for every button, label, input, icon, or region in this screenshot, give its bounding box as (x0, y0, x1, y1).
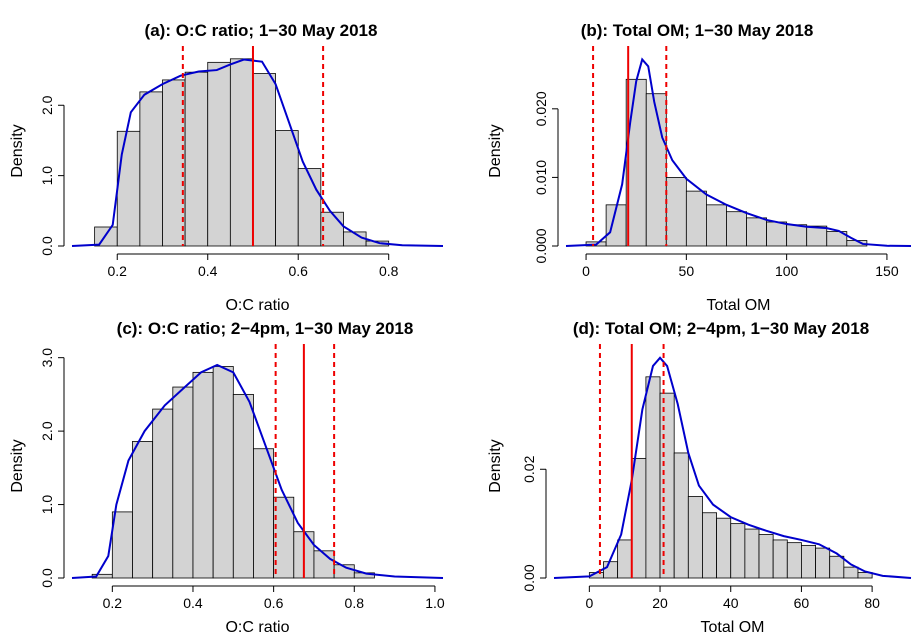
density-curve (553, 356, 912, 579)
y-axis-label: Density (487, 124, 504, 177)
histogram-bar-3 (645, 93, 667, 247)
histogram-bar-15 (801, 544, 816, 579)
x-tick-label: 1.0 (425, 595, 445, 611)
y-tick-label: 0.000 (533, 228, 549, 263)
panel-d: (d): Total OM; 2−4pm, 1−30 May 2018 0 20 40… (487, 319, 912, 636)
y-tick-label: 0.020 (533, 91, 549, 126)
x-tick-label: 100 (775, 263, 799, 279)
x-tick-label: 0.8 (345, 595, 365, 611)
histogram-bar-8 (746, 217, 767, 247)
x-tick-label: 0.6 (264, 595, 284, 611)
panel-b: (b): Total OM; 1−30 May 2018 0 50 100 150 0.0… (487, 21, 912, 314)
y-tick-label: 0.02 (521, 455, 537, 482)
y-tick-label: 1.0 (39, 166, 55, 186)
histogram-bar-1 (603, 561, 619, 579)
histogram-bar-5 (685, 190, 707, 247)
histogram-bar-14 (786, 542, 802, 579)
histogram-bar-5 (192, 371, 214, 579)
histogram-bar-13 (772, 539, 788, 579)
density-curve (71, 58, 444, 247)
x-tick-label: 0 (585, 595, 593, 611)
histogram-bar-18 (843, 566, 859, 579)
histogram-bar-8 (253, 448, 275, 579)
x-tick-label: 0.4 (183, 595, 203, 611)
x-tick-label: 0.6 (288, 263, 308, 279)
histogram-bar-2 (139, 91, 163, 247)
histogram-bar-4 (184, 71, 209, 247)
histogram-bar-8 (702, 512, 717, 579)
histogram-bar-6 (706, 204, 727, 247)
chart-title: (c): O:C ratio; 2−4pm, 1−30 May 2018 (117, 319, 414, 338)
histogram-bar-11 (744, 528, 760, 579)
histogram-bar-16 (815, 547, 831, 579)
chart-title: (a): O:C ratio; 1−30 May 2018 (145, 21, 378, 40)
x-tick-label: 40 (723, 595, 739, 611)
histogram-bar-1 (116, 130, 141, 247)
histogram-bar-6 (229, 58, 254, 247)
histogram-bar-12 (826, 231, 848, 247)
histogram-bar-7 (726, 211, 747, 247)
histogram-bar-3 (152, 408, 174, 579)
chart-title: (b): Total OM; 1−30 May 2018 (581, 21, 814, 40)
density-curve (71, 363, 444, 579)
histogram-bar-2 (617, 539, 633, 579)
x-tick-label: 0.2 (108, 263, 128, 279)
x-tick-label: 0.2 (103, 595, 123, 611)
histogram-bar-7 (252, 73, 276, 247)
histogram-bar-12 (758, 534, 774, 579)
x-tick-label: 80 (864, 595, 880, 611)
x-tick-label: 150 (875, 263, 899, 279)
y-tick-label: 0.00 (521, 564, 537, 591)
histogram-bar-10 (786, 224, 808, 247)
histogram-bar-4 (172, 386, 194, 579)
x-axis-label: O:C ratio (225, 297, 289, 314)
histogram-bar-2 (625, 78, 647, 247)
histogram-bar-10 (320, 211, 344, 247)
y-tick-label: 0.0 (39, 568, 55, 588)
histogram-bar-11 (806, 225, 828, 247)
y-axis-label: Density (9, 124, 26, 177)
x-axis-label: Total OM (700, 619, 764, 636)
histogram-bar-9 (716, 517, 732, 579)
y-axis-label: Density (9, 439, 26, 492)
histogram-bar-7 (687, 496, 703, 579)
y-tick-label: 0.0 (39, 236, 55, 256)
x-axis-label: Total OM (706, 297, 770, 314)
histogram-bar-1 (111, 511, 133, 579)
histogram-bar-9 (297, 168, 322, 247)
histogram-bar-8 (275, 130, 299, 247)
y-tick-label: 2.0 (39, 421, 55, 441)
histogram-bar-4 (665, 177, 687, 247)
histogram-bar-6 (212, 366, 234, 579)
x-tick-label: 20 (652, 595, 668, 611)
histogram-bar-4 (645, 376, 661, 579)
y-tick-label: 0.010 (533, 160, 549, 195)
histogram-bar-3 (631, 457, 647, 579)
histogram-bar-17 (829, 555, 845, 579)
histogram-bar-5 (659, 392, 675, 579)
histogram-bar-2 (132, 440, 154, 579)
x-axis-label: O:C ratio (225, 619, 289, 636)
y-tick-label: 1.0 (39, 495, 55, 515)
panel-c: (c): O:C ratio; 2−4pm, 1−30 May 2018 0.2 0… (9, 319, 445, 636)
histogram-bar-6 (673, 452, 689, 579)
y-tick-label: 2.0 (39, 95, 55, 115)
histogram-bar-3 (162, 79, 186, 247)
histogram-bar-7 (232, 393, 254, 579)
chart-title: (d): Total OM; 2−4pm, 1−30 May 2018 (573, 319, 869, 338)
x-tick-label: 60 (794, 595, 810, 611)
histogram-bar-5 (207, 61, 231, 247)
histogram-bar-10 (730, 523, 746, 579)
x-tick-label: 50 (679, 263, 695, 279)
x-tick-label: 0.8 (379, 263, 399, 279)
histogram-bar-9 (766, 221, 788, 247)
histogram-bar-19 (857, 572, 873, 579)
x-tick-label: 0 (582, 263, 590, 279)
y-tick-label: 3.0 (39, 348, 55, 368)
x-tick-label: 0.4 (198, 263, 218, 279)
y-axis-label: Density (487, 439, 504, 492)
panel-a: (a): O:C ratio; 1−30 May 2018 0.2 0.4 0.6 0.… (9, 21, 444, 314)
